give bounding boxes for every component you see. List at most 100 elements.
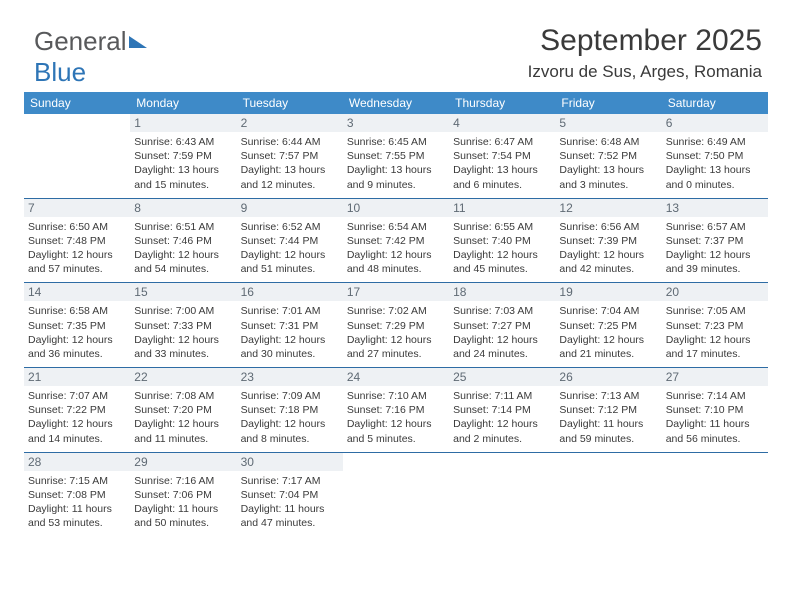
week-row: 1 Sunrise: 6:43 AMSunset: 7:59 PMDaylight…	[24, 114, 768, 199]
day-cell: 24 Sunrise: 7:10 AMSunset: 7:16 PMDayligh…	[343, 368, 449, 452]
day-info: Sunrise: 7:17 AMSunset: 7:04 PMDaylight:…	[241, 474, 339, 531]
day-cell: 8 Sunrise: 6:51 AMSunset: 7:46 PMDaylight…	[130, 199, 236, 283]
day-cell: 25 Sunrise: 7:11 AMSunset: 7:14 PMDayligh…	[449, 368, 555, 452]
day-cell: 10Sunrise: 6:54 AMSunset: 7:42 PMDayligh…	[343, 199, 449, 283]
weekday-header-row: SundayMondayTuesdayWednesdayThursdayFrid…	[24, 92, 768, 114]
day-number: 7	[24, 199, 130, 217]
day-cell: 3 Sunrise: 6:45 AMSunset: 7:55 PMDaylight…	[343, 114, 449, 198]
weekday-header: Monday	[130, 92, 236, 114]
day-info: Sunrise: 6:55 AMSunset: 7:40 PMDaylight:…	[453, 220, 551, 277]
day-number: 8	[130, 199, 236, 217]
day-number: 11	[449, 199, 555, 217]
location-subtitle: Izvoru de Sus, Arges, Romania	[528, 62, 762, 82]
day-cell: 21Sunrise: 7:07 AMSunset: 7:22 PMDayligh…	[24, 368, 130, 452]
day-number: 3	[343, 114, 449, 132]
week-row: 14 Sunrise: 6:58 AMSunset: 7:35 PMDayligh…	[24, 283, 768, 368]
weekday-header: Saturday	[662, 92, 768, 114]
day-cell	[662, 453, 768, 537]
day-info: Sunrise: 6:45 AMSunset: 7:55 PMDaylight:…	[347, 135, 445, 192]
day-number: 4	[449, 114, 555, 132]
day-number: 2	[237, 114, 343, 132]
day-cell: 30 Sunrise: 7:17 AMSunset: 7:04 PMDayligh…	[237, 453, 343, 537]
day-cell: 15 Sunrise: 7:00 AMSunset: 7:33 PMDayligh…	[130, 283, 236, 367]
day-cell: 1 Sunrise: 6:43 AMSunset: 7:59 PMDaylight…	[130, 114, 236, 198]
day-info: Sunrise: 7:13 AMSunset: 7:12 PMDaylight:…	[559, 389, 657, 446]
weekday-header: Tuesday	[237, 92, 343, 114]
day-info: Sunrise: 6:52 AMSunset: 7:44 PMDaylight:…	[241, 220, 339, 277]
day-number: 28	[24, 453, 130, 471]
day-info: Sunrise: 7:07 AMSunset: 7:22 PMDaylight:…	[28, 389, 126, 446]
day-cell: 20 Sunrise: 7:05 AMSunset: 7:23 PMDayligh…	[662, 283, 768, 367]
day-cell: 11 Sunrise: 6:55 AMSunset: 7:40 PMDayligh…	[449, 199, 555, 283]
day-info: Sunrise: 6:54 AMSunset: 7:42 PMDaylight:…	[347, 220, 445, 277]
day-cell: 9 Sunrise: 6:52 AMSunset: 7:44 PMDaylight…	[237, 199, 343, 283]
day-number: 29	[130, 453, 236, 471]
day-number: 24	[343, 368, 449, 386]
day-info: Sunrise: 6:56 AMSunset: 7:39 PMDaylight:…	[559, 220, 657, 277]
weekday-header: Sunday	[24, 92, 130, 114]
day-cell: 18 Sunrise: 7:03 AMSunset: 7:27 PMDayligh…	[449, 283, 555, 367]
day-cell: 27 Sunrise: 7:14 AMSunset: 7:10 PMDayligh…	[662, 368, 768, 452]
day-cell: 2Sunrise: 6:44 AMSunset: 7:57 PMDaylight…	[237, 114, 343, 198]
day-number: 18	[449, 283, 555, 301]
day-number: 30	[237, 453, 343, 471]
weekday-header: Friday	[555, 92, 661, 114]
day-info: Sunrise: 6:43 AMSunset: 7:59 PMDaylight:…	[134, 135, 232, 192]
day-number: 9	[237, 199, 343, 217]
day-info: Sunrise: 6:49 AMSunset: 7:50 PMDaylight:…	[666, 135, 764, 192]
day-number: 26	[555, 368, 661, 386]
day-number: 5	[555, 114, 661, 132]
day-number: 23	[237, 368, 343, 386]
day-info: Sunrise: 7:14 AMSunset: 7:10 PMDaylight:…	[666, 389, 764, 446]
day-info: Sunrise: 7:05 AMSunset: 7:23 PMDaylight:…	[666, 304, 764, 361]
logo-text-blue: Blue	[34, 57, 86, 87]
day-number: 22	[130, 368, 236, 386]
day-number: 16	[237, 283, 343, 301]
logo-text-gray: General	[34, 26, 127, 56]
day-cell: 13Sunrise: 6:57 AMSunset: 7:37 PMDayligh…	[662, 199, 768, 283]
day-cell: 6Sunrise: 6:49 AMSunset: 7:50 PMDaylight…	[662, 114, 768, 198]
day-cell: 19Sunrise: 7:04 AMSunset: 7:25 PMDayligh…	[555, 283, 661, 367]
day-info: Sunrise: 7:15 AMSunset: 7:08 PMDaylight:…	[28, 474, 126, 531]
day-number: 17	[343, 283, 449, 301]
day-cell: 23Sunrise: 7:09 AMSunset: 7:18 PMDayligh…	[237, 368, 343, 452]
day-cell: 5 Sunrise: 6:48 AMSunset: 7:52 PMDaylight…	[555, 114, 661, 198]
day-number: 25	[449, 368, 555, 386]
weeks-container: 1 Sunrise: 6:43 AMSunset: 7:59 PMDaylight…	[24, 114, 768, 536]
weekday-header: Wednesday	[343, 92, 449, 114]
day-info: Sunrise: 7:11 AMSunset: 7:14 PMDaylight:…	[453, 389, 551, 446]
day-number: 15	[130, 283, 236, 301]
day-cell: 4 Sunrise: 6:47 AMSunset: 7:54 PMDaylight…	[449, 114, 555, 198]
calendar: SundayMondayTuesdayWednesdayThursdayFrid…	[24, 92, 768, 536]
day-cell: 28 Sunrise: 7:15 AMSunset: 7:08 PMDayligh…	[24, 453, 130, 537]
day-info: Sunrise: 7:03 AMSunset: 7:27 PMDaylight:…	[453, 304, 551, 361]
day-cell: 14 Sunrise: 6:58 AMSunset: 7:35 PMDayligh…	[24, 283, 130, 367]
day-number: 14	[24, 283, 130, 301]
weekday-header: Thursday	[449, 92, 555, 114]
day-cell: 26 Sunrise: 7:13 AMSunset: 7:12 PMDayligh…	[555, 368, 661, 452]
day-info: Sunrise: 6:48 AMSunset: 7:52 PMDaylight:…	[559, 135, 657, 192]
day-info: Sunrise: 6:50 AMSunset: 7:48 PMDaylight:…	[28, 220, 126, 277]
logo-triangle-icon	[129, 36, 147, 48]
day-number: 13	[662, 199, 768, 217]
day-info: Sunrise: 6:51 AMSunset: 7:46 PMDaylight:…	[134, 220, 232, 277]
day-number: 20	[662, 283, 768, 301]
day-cell: 16Sunrise: 7:01 AMSunset: 7:31 PMDayligh…	[237, 283, 343, 367]
day-number: 27	[662, 368, 768, 386]
week-row: 7 Sunrise: 6:50 AMSunset: 7:48 PMDaylight…	[24, 199, 768, 284]
day-info: Sunrise: 7:10 AMSunset: 7:16 PMDaylight:…	[347, 389, 445, 446]
day-info: Sunrise: 6:58 AMSunset: 7:35 PMDaylight:…	[28, 304, 126, 361]
day-info: Sunrise: 6:47 AMSunset: 7:54 PMDaylight:…	[453, 135, 551, 192]
day-number: 19	[555, 283, 661, 301]
day-info: Sunrise: 7:02 AMSunset: 7:29 PMDaylight:…	[347, 304, 445, 361]
day-info: Sunrise: 7:00 AMSunset: 7:33 PMDaylight:…	[134, 304, 232, 361]
day-cell: 7 Sunrise: 6:50 AMSunset: 7:48 PMDaylight…	[24, 199, 130, 283]
day-cell: 29Sunrise: 7:16 AMSunset: 7:06 PMDayligh…	[130, 453, 236, 537]
day-cell	[24, 114, 130, 198]
week-row: 28 Sunrise: 7:15 AMSunset: 7:08 PMDayligh…	[24, 453, 768, 537]
day-cell	[555, 453, 661, 537]
day-cell: 12Sunrise: 6:56 AMSunset: 7:39 PMDayligh…	[555, 199, 661, 283]
day-number: 1	[130, 114, 236, 132]
day-cell: 17 Sunrise: 7:02 AMSunset: 7:29 PMDayligh…	[343, 283, 449, 367]
logo: General Blue	[34, 26, 147, 88]
